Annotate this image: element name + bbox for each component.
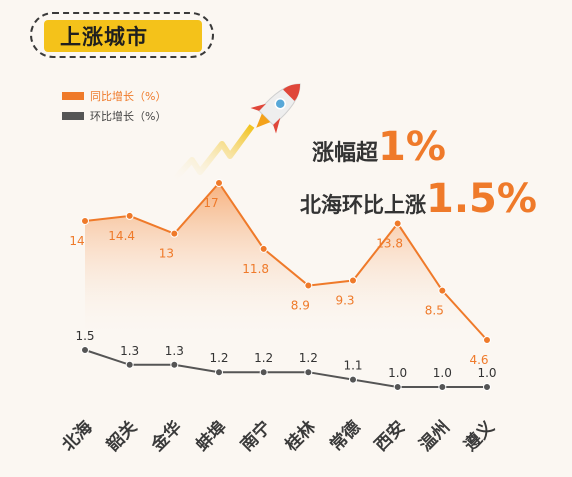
- data-label-yoy: 14.4: [108, 229, 135, 243]
- data-label-mom: 1.1: [343, 359, 362, 373]
- point-yoy: [170, 229, 179, 238]
- badge-title: 上涨城市: [44, 20, 202, 52]
- x-tick-label: 温州: [416, 417, 454, 455]
- data-label-mom: 1.0: [477, 366, 496, 380]
- point-mom: [215, 368, 223, 377]
- point-mom: [438, 383, 447, 391]
- legend-item-yoy: 同比增长（%）: [62, 86, 166, 106]
- series-line-yoy: [84, 181, 488, 341]
- point-mom: [81, 346, 89, 354]
- headline-line2-prefix: 北海环比上涨: [300, 193, 426, 217]
- point-yoy: [438, 286, 447, 295]
- x-tick-label: 南宁: [236, 417, 275, 456]
- legend-item-mom: 环比增长（%）: [62, 106, 166, 126]
- x-tick-label: 常德: [326, 417, 365, 456]
- point-mom: [393, 383, 402, 391]
- x-tick-label: 桂林: [280, 417, 320, 457]
- rocket-icon: [169, 83, 301, 185]
- headline-line1-value: 1%: [378, 124, 446, 170]
- data-label-yoy: 17: [203, 196, 218, 210]
- legend-label-mom: 环比增长（%）: [90, 110, 167, 123]
- data-label-mom: 1.0: [433, 366, 452, 380]
- point-yoy: [393, 219, 402, 228]
- point-yoy: [215, 179, 223, 187]
- data-label-yoy: 13.8: [376, 237, 403, 251]
- data-label-yoy: 11.8: [242, 262, 269, 276]
- data-label-yoy: 8.5: [425, 304, 444, 318]
- point-mom: [483, 383, 491, 391]
- headline-line2-value: 1.5%: [426, 176, 537, 222]
- data-label-mom: 1.3: [165, 344, 184, 358]
- badge-frame: [30, 12, 214, 58]
- data-label-yoy: 4.6: [469, 353, 488, 367]
- x-tick-label: 北海: [58, 417, 97, 456]
- x-tick-label: 金华: [146, 417, 186, 457]
- data-label-mom: 1.2: [254, 351, 273, 365]
- data-label-mom: 1.2: [209, 351, 228, 365]
- point-yoy: [81, 216, 89, 225]
- point-mom: [259, 368, 268, 377]
- data-label-mom: 1.3: [120, 344, 139, 358]
- legend-label-yoy: 同比增长（%）: [90, 90, 167, 103]
- series-line-mom: [84, 349, 487, 388]
- legend-swatch-mom: [62, 112, 84, 120]
- headline-line1-prefix: 涨幅超: [312, 141, 379, 166]
- point-yoy: [349, 276, 357, 285]
- headline-line1: 涨幅超1%: [312, 124, 446, 170]
- data-label-yoy: 8.9: [291, 299, 310, 313]
- point-mom: [304, 368, 313, 377]
- legend-swatch-yoy: [62, 92, 84, 100]
- point-yoy: [483, 336, 491, 344]
- legend: 同比增长（%） 环比增长（%）: [62, 86, 166, 126]
- point-mom: [349, 375, 357, 384]
- x-tick-label: 蚌埠: [192, 417, 231, 456]
- data-label-yoy: 9.3: [335, 293, 354, 307]
- headline-line2: 北海环比上涨1.5%: [300, 176, 537, 222]
- point-yoy: [304, 281, 313, 290]
- x-tick-label: 韶关: [102, 417, 141, 456]
- point-mom: [125, 360, 134, 369]
- point-yoy: [125, 211, 134, 220]
- point-yoy: [259, 244, 268, 253]
- x-tick-label: 西安: [370, 417, 409, 456]
- point-mom: [170, 360, 179, 369]
- x-tick-label: 遵义: [460, 417, 499, 456]
- data-label-mom: 1.5: [75, 329, 94, 343]
- data-label-mom: 1.2: [299, 351, 318, 365]
- data-label-yoy: 13: [159, 247, 174, 261]
- data-label-yoy: 14: [69, 234, 84, 248]
- data-label-mom: 1.0: [388, 366, 407, 380]
